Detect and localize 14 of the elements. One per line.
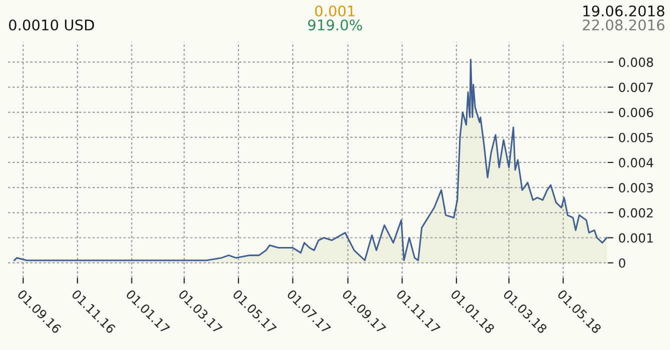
text: 19.06.2018 (583, 5, 664, 16)
text: 22.08.2016 (582, 19, 664, 30)
y-tick-label: 0.005 (618, 132, 653, 142)
y-tick-label: 0.002 (618, 208, 653, 218)
text: 0.0010 USD (9, 19, 94, 30)
y-tick-label: 0.007 (618, 82, 653, 92)
text: 919.0% (308, 19, 362, 30)
y-tick-label: 0.001 (618, 233, 653, 243)
y-tick-label: 0.006 (618, 108, 654, 118)
y-tick-label: 0.003 (618, 183, 653, 192)
y-tick-label: 0.004 (618, 158, 654, 168)
y-tick-label: 0.008 (618, 58, 654, 68)
y-tick-label: 0 (618, 258, 626, 268)
text: 0.001 (315, 5, 355, 16)
